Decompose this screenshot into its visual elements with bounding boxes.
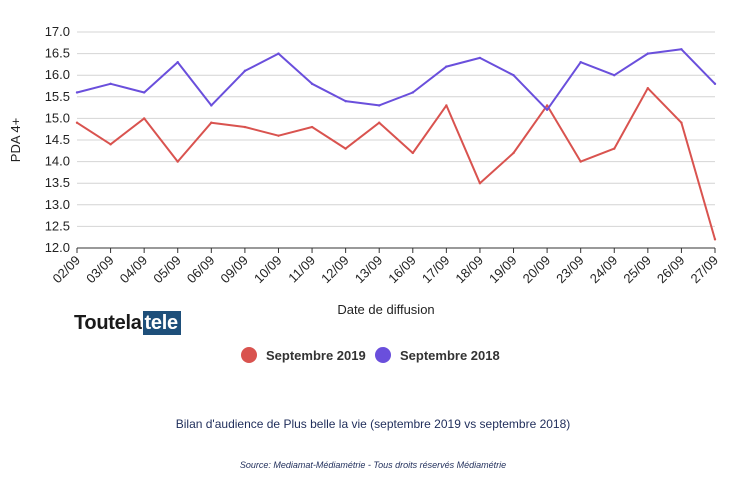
x-tick-label: 06/09 (184, 253, 218, 287)
data-point (478, 56, 482, 60)
data-point (109, 143, 112, 146)
data-point (176, 160, 179, 163)
logo-text-part2: tele (142, 311, 181, 335)
data-point (646, 52, 650, 55)
legend-label: Septembre 2019 (266, 348, 366, 363)
x-tick-label: 27/09 (688, 253, 722, 287)
data-point (445, 104, 448, 107)
source-note: Source: Mediamat-Médiamétrie - Tous droi… (239, 460, 507, 470)
x-tick-label: 19/09 (486, 253, 520, 287)
series-lines (75, 48, 717, 241)
x-tick-label: 09/09 (217, 253, 251, 287)
y-axis-title: PDA 4+ (8, 118, 23, 162)
data-point (243, 69, 247, 73)
x-tick-label: 02/09 (50, 253, 84, 287)
data-point (378, 121, 381, 124)
data-point (680, 121, 683, 124)
data-point (210, 104, 213, 107)
toutelatele-logo: Toutela tele (74, 311, 181, 335)
y-tick-label: 12.0 (45, 240, 70, 255)
data-point (445, 65, 448, 68)
data-point (579, 160, 582, 163)
data-point (579, 61, 582, 64)
data-point (310, 82, 314, 86)
data-point (243, 125, 247, 129)
data-point (75, 91, 79, 94)
data-point (411, 91, 414, 94)
x-tick-label: 24/09 (587, 253, 621, 287)
legend-marker (375, 347, 391, 363)
data-point (75, 121, 79, 124)
data-point (210, 121, 213, 124)
y-tick-labels: 12.0 12.5 13.0 13.5 14.0 14.5 15.0 15.5 16.0 16.5… (45, 24, 70, 255)
y-tick-label: 12.5 (45, 218, 70, 233)
data-point (512, 151, 515, 155)
x-tick-label: 13/09 (352, 253, 386, 287)
chart-caption: Bilan d'audience de Plus belle la vie (s… (175, 417, 571, 431)
y-tick-label: 16.5 (45, 46, 70, 61)
y-tick-label: 13.0 (45, 197, 70, 212)
x-tick-label: 18/09 (452, 253, 486, 287)
data-point (545, 104, 549, 107)
x-tick-label: 16/09 (385, 253, 419, 287)
x-tick-label: 05/09 (150, 253, 184, 287)
data-point (142, 91, 146, 94)
data-point (109, 82, 112, 86)
data-point (713, 238, 717, 241)
series-line-0 (76, 87, 716, 240)
data-point (176, 61, 179, 64)
legend-label: Septembre 2018 (400, 348, 500, 363)
series-line-1 (76, 48, 716, 111)
y-tick-label: 13.5 (45, 175, 70, 190)
x-tick-label: 25/09 (620, 253, 654, 287)
legend-marker (241, 347, 257, 363)
data-point (545, 108, 549, 111)
legend-item-1[interactable]: Septembre 2018 (375, 347, 500, 363)
y-tick-label: 16.0 (45, 67, 70, 82)
x-tick-label: 03/09 (83, 253, 117, 287)
legend-item-0[interactable]: Septembre 2019 (241, 347, 366, 363)
logo-text-part1: Toutela (74, 311, 142, 334)
y-tick-label: 15.5 (45, 89, 70, 104)
data-point (613, 147, 616, 150)
grid-lines (77, 31, 715, 249)
y-tick-label: 15.0 (45, 110, 70, 125)
data-point (142, 117, 146, 120)
x-tick-label: 11/09 (285, 253, 318, 286)
x-tick-label: 17/09 (419, 253, 453, 287)
line-chart: 12.0 12.5 13.0 13.5 14.0 14.5 15.0 15.5 16.0 16.5… (8, 24, 722, 363)
y-tick-label: 14.0 (45, 154, 70, 169)
data-point (646, 86, 650, 90)
x-tick-label: 23/09 (553, 253, 587, 287)
y-tick-label: 14.5 (45, 132, 70, 147)
x-axis-title: Date de diffusion (337, 302, 434, 317)
data-point (713, 82, 717, 86)
data-point (478, 182, 482, 185)
x-tick-label: 26/09 (654, 253, 688, 287)
data-point (613, 74, 616, 77)
x-tick-label: 04/09 (117, 253, 151, 287)
data-point (378, 104, 381, 107)
legend[interactable]: Septembre 2019 Septembre 2018 (241, 347, 500, 363)
x-tick-labels: 02/09 03/09 04/09 05/09 06/09 09/09 10/09 11/09… (50, 248, 722, 287)
data-point (277, 134, 280, 137)
data-point (344, 99, 347, 103)
y-tick-label: 17.0 (45, 24, 70, 39)
x-tick-label: 12/09 (318, 253, 352, 287)
data-point (344, 147, 347, 150)
data-point (310, 125, 314, 129)
data-point (680, 48, 683, 51)
x-tick-label: 10/09 (251, 253, 285, 287)
x-tick-label: 20/09 (520, 253, 554, 287)
data-point (512, 74, 515, 77)
data-point (411, 151, 414, 155)
data-point (277, 52, 280, 55)
